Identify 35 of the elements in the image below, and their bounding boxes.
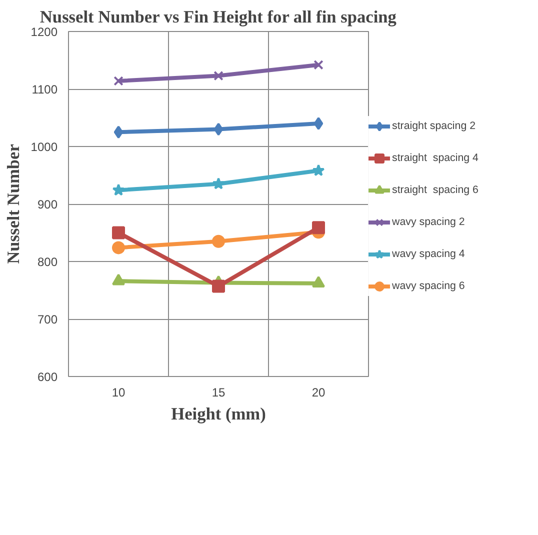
legend-label: straight spacing 2 (392, 120, 477, 132)
point (114, 76, 124, 86)
legend-label: wavy spacing 4 (392, 248, 466, 260)
point (312, 164, 325, 176)
point (112, 226, 125, 240)
point (314, 60, 324, 70)
y-tick-label: 800 (37, 255, 58, 269)
point (214, 122, 224, 136)
y-tick-label: 1200 (30, 25, 58, 39)
x-tick-label: 10 (112, 386, 126, 400)
x-axis-title: Height (mm) (171, 404, 266, 424)
legend-label: wavy spacing 6 (392, 280, 466, 292)
point (312, 221, 325, 234)
point (112, 184, 125, 196)
y-tick-label: 600 (37, 370, 58, 384)
chart-title: Nusselt Number vs Fin Height for all fin spacing (40, 8, 397, 26)
point (312, 276, 325, 288)
point (314, 117, 324, 130)
point (112, 241, 125, 254)
point (114, 126, 124, 139)
point (212, 234, 225, 248)
y-tick-label: 1100 (32, 82, 58, 96)
legend-label: straight spacing 4 (392, 152, 480, 164)
point (212, 177, 225, 190)
y-tick-label: 900 (37, 198, 58, 212)
point (112, 274, 125, 286)
legend-label: wavy spacing 2 (392, 216, 466, 228)
y-tick-label: 700 (37, 312, 58, 326)
y-axis-title: Nusselt Number (4, 144, 23, 264)
x-tick-label: 15 (212, 386, 226, 400)
point (212, 280, 225, 293)
y-tick-label: 1000 (30, 140, 58, 154)
point (214, 70, 224, 81)
legend-label: straight spacing 6 (392, 184, 480, 196)
x-tick-label: 20 (312, 386, 326, 400)
